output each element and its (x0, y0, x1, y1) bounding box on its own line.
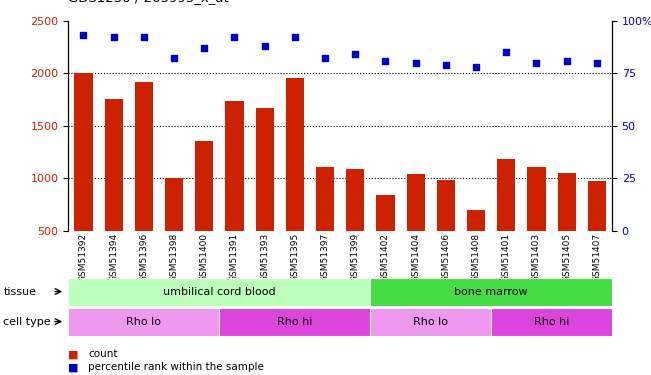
Bar (376, 195, 395, 283)
Bar (557, 173, 575, 283)
Bar (165, 178, 183, 283)
Text: GSM51395: GSM51395 (290, 233, 299, 282)
Text: GSM51407: GSM51407 (592, 233, 602, 282)
Text: Rho lo: Rho lo (126, 316, 161, 327)
Point (169, 56, 179, 62)
Point (199, 45, 210, 51)
Text: bone marrow: bone marrow (454, 286, 528, 297)
Point (561, 57, 572, 63)
Text: GSM51391: GSM51391 (230, 233, 239, 282)
Point (501, 49, 512, 55)
Bar (491, 308, 612, 336)
Bar (497, 159, 516, 283)
Text: GSM51392: GSM51392 (79, 233, 88, 282)
Bar (316, 166, 334, 283)
Point (380, 57, 391, 63)
Text: umbilical cord blood: umbilical cord blood (163, 286, 275, 297)
Bar (135, 81, 153, 283)
Text: GSM51401: GSM51401 (502, 233, 511, 282)
Point (531, 60, 542, 66)
Text: GSM51399: GSM51399 (351, 233, 360, 282)
Text: ■: ■ (68, 350, 79, 359)
Text: GSM51397: GSM51397 (320, 233, 329, 282)
Bar (286, 78, 304, 283)
Bar (74, 73, 92, 283)
Text: count: count (88, 350, 117, 359)
Bar (437, 180, 455, 283)
Text: GSM51400: GSM51400 (200, 233, 209, 282)
Bar (256, 108, 273, 283)
Bar (407, 174, 424, 283)
Bar (68, 308, 219, 336)
Point (592, 60, 602, 66)
Point (410, 60, 421, 66)
Point (441, 62, 451, 68)
Point (78, 32, 89, 38)
Text: ■: ■ (68, 363, 79, 372)
Text: GSM51404: GSM51404 (411, 233, 420, 282)
Text: percentile rank within the sample: percentile rank within the sample (88, 363, 264, 372)
Text: GSM51393: GSM51393 (260, 233, 269, 282)
Point (229, 34, 240, 40)
Text: GSM51396: GSM51396 (139, 233, 148, 282)
Bar (68, 278, 370, 306)
Bar (219, 308, 370, 336)
Text: GSM51402: GSM51402 (381, 233, 390, 282)
Text: GDS1230 / 205995_x_at: GDS1230 / 205995_x_at (68, 0, 229, 4)
Text: Rho hi: Rho hi (277, 316, 312, 327)
Text: GSM51408: GSM51408 (471, 233, 480, 282)
Text: GSM51394: GSM51394 (109, 233, 118, 282)
Bar (588, 181, 606, 283)
Bar (467, 210, 485, 283)
Bar (225, 102, 243, 283)
Point (471, 64, 481, 70)
Text: GSM51405: GSM51405 (562, 233, 571, 282)
Bar (370, 308, 491, 336)
Point (320, 56, 330, 62)
Bar (105, 99, 122, 283)
Text: Rho lo: Rho lo (413, 316, 449, 327)
Point (109, 34, 119, 40)
Text: tissue: tissue (3, 286, 36, 297)
Point (139, 34, 149, 40)
Bar (346, 169, 365, 283)
Bar (195, 141, 214, 283)
Text: cell type: cell type (3, 316, 51, 327)
Text: Rho hi: Rho hi (534, 316, 569, 327)
Text: GSM51398: GSM51398 (169, 233, 178, 282)
Bar (527, 166, 546, 283)
Text: GSM51406: GSM51406 (441, 233, 450, 282)
Bar (370, 278, 612, 306)
Text: GSM51403: GSM51403 (532, 233, 541, 282)
Point (290, 34, 300, 40)
Point (350, 51, 361, 57)
Point (260, 43, 270, 49)
